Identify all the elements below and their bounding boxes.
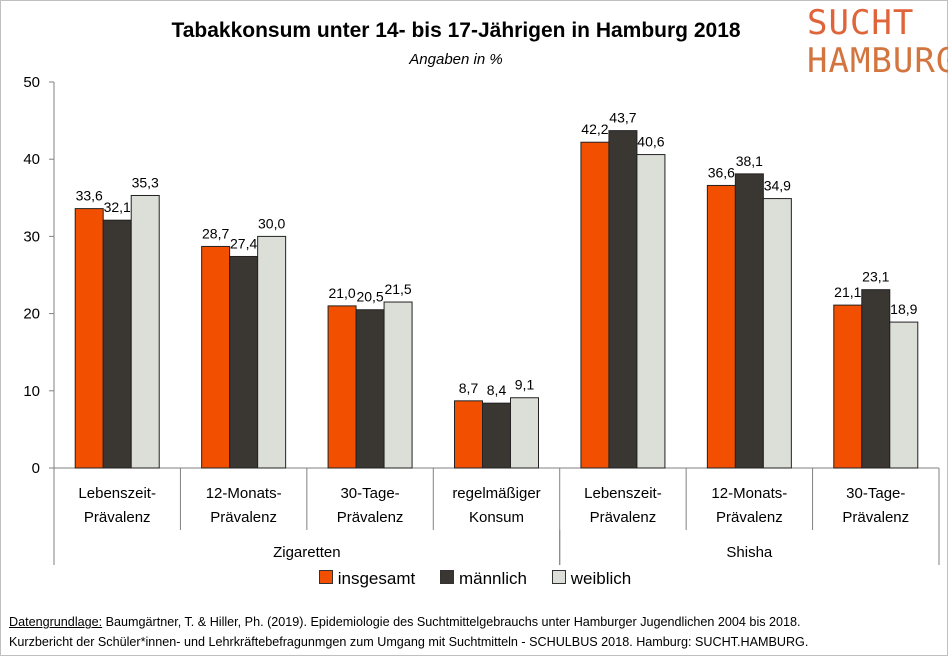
data-label: 27,4: [230, 235, 257, 251]
data-label: 38,1: [736, 153, 763, 169]
legend-item-insgesamt: insgesamt: [318, 569, 416, 589]
legend-item-maennlich: männlich: [439, 569, 528, 589]
data-label: 8,4: [487, 382, 507, 398]
y-tick-label: 40: [23, 151, 40, 168]
data-label: 35,3: [132, 174, 159, 190]
bar-männlich: [734, 173, 764, 469]
category-label: Prävalenz: [590, 509, 657, 526]
bar-männlich: [861, 289, 891, 469]
bar-insgesamt: [201, 245, 231, 469]
group-label: Shisha: [726, 544, 773, 561]
data-label: 34,9: [764, 178, 791, 194]
footer-source-text: Baumgärtner, T. & Hiller, Ph. (2019). Ep…: [102, 615, 801, 629]
y-tick-label: 10: [23, 383, 40, 400]
category-label: Prävalenz: [84, 509, 151, 526]
bar-weiblich: [510, 397, 539, 469]
legend-swatch-weiblich: [551, 570, 566, 584]
data-label: 20,5: [356, 289, 383, 305]
data-label: 43,7: [609, 110, 636, 126]
chart-title: Tabakkonsum unter 14- bis 17-Jährigen in…: [171, 19, 741, 42]
category-label: Prävalenz: [337, 509, 404, 526]
bar-insgesamt: [327, 305, 357, 469]
bar-weiblich: [257, 235, 287, 469]
bar-insgesamt: [833, 304, 863, 469]
y-tick-label: 50: [23, 74, 40, 91]
legend-label-maennlich: männlich: [458, 569, 528, 588]
data-label: 30,0: [258, 215, 285, 231]
legend-swatch-insgesamt: [318, 570, 333, 584]
logo-line-1: SUCHT: [807, 3, 915, 43]
bar-weiblich: [889, 321, 919, 469]
legend-item-weiblich: weiblich: [551, 569, 632, 589]
bar-männlich: [229, 255, 259, 469]
bar-weiblich: [762, 198, 792, 469]
bar-insgesamt: [454, 400, 483, 469]
category-label: 30-Tage-: [846, 485, 905, 502]
legend: insgesamt männlich weiblich: [1, 569, 948, 589]
data-label: 33,6: [76, 188, 103, 204]
data-label: 23,1: [862, 269, 889, 285]
bar-insgesamt: [706, 184, 736, 469]
y-tick-label: 20: [23, 306, 40, 323]
legend-label-weiblich: weiblich: [570, 569, 632, 588]
data-label: 42,2: [581, 121, 608, 137]
group-label: Zigaretten: [273, 544, 341, 561]
category-label: 12-Monats-: [206, 485, 282, 502]
bar-weiblich: [383, 301, 413, 469]
bar-männlich: [355, 309, 385, 469]
bar-chart: 0 10 20 30 40 50 Zigaretten Shisha Lebenszeit- Pr…: [23, 74, 940, 565]
y-tick-label: 0: [32, 460, 40, 477]
legend-label-insgesamt: insgesamt: [337, 569, 416, 588]
data-label: 36,6: [708, 164, 735, 180]
footer-line-1: Datengrundlage: Baumgärtner, T. & Hiller…: [9, 612, 808, 632]
category-label: 12-Monats-: [711, 485, 787, 502]
bar-männlich: [608, 130, 638, 469]
data-label: 9,1: [515, 377, 535, 393]
data-label: 21,0: [328, 285, 355, 301]
legend-swatch-maennlich: [439, 570, 454, 584]
data-label: 32,1: [104, 199, 131, 215]
bar-weiblich: [636, 154, 666, 469]
data-label: 8,7: [459, 380, 479, 396]
category-label: 30-Tage-: [340, 485, 399, 502]
chart-subtitle: Angaben in %: [409, 51, 503, 68]
footer-source-label: Datengrundlage:: [9, 615, 103, 629]
category-label: regelmäßiger: [452, 485, 540, 502]
data-label: 18,9: [890, 301, 917, 317]
data-label: 40,6: [637, 134, 664, 150]
data-label: 21,5: [384, 281, 411, 297]
bar-insgesamt: [74, 208, 104, 469]
data-label: 21,1: [834, 284, 861, 300]
footer-line-2: Kurzbericht der Schüler*innen- und Lehrk…: [9, 635, 809, 649]
y-tick-label: 30: [23, 228, 40, 245]
category-label: Lebenszeit-: [584, 485, 662, 502]
source-footer: Datengrundlage: Baumgärtner, T. & Hiller…: [9, 612, 808, 652]
bar-männlich: [482, 402, 511, 469]
category-label: Lebenszeit-: [78, 485, 156, 502]
bar-insgesamt: [580, 141, 610, 469]
category-label: Prävalenz: [716, 509, 783, 526]
category-label: Prävalenz: [210, 509, 277, 526]
category-label: Prävalenz: [842, 509, 909, 526]
bar-männlich: [102, 219, 132, 469]
bar-weiblich: [130, 194, 160, 469]
logo-line-2: HAMBURG: [807, 41, 948, 81]
sucht-hamburg-logo: SUCHT HAMBURG: [807, 3, 948, 83]
data-label: 28,7: [202, 225, 229, 241]
category-label: Konsum: [469, 509, 524, 526]
